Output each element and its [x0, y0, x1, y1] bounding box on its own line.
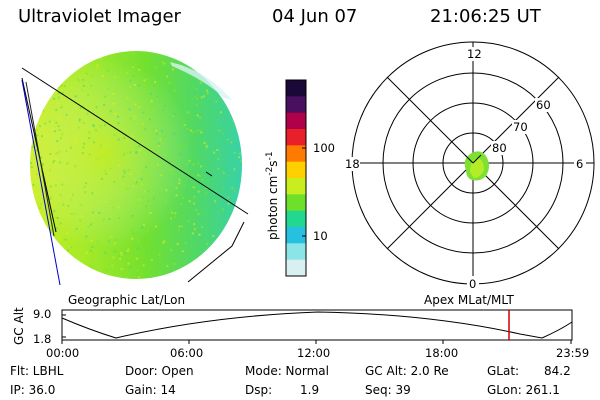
gain-info: Gain: 14: [125, 383, 176, 397]
limb-line: [21, 67, 249, 215]
time-tick-0000: 00:00: [46, 346, 79, 360]
colorbar-cell: [286, 145, 306, 163]
observation-date: 04 Jun 07: [272, 6, 358, 27]
colorbar-cell: [286, 96, 306, 114]
glat-value: 84.2: [544, 364, 571, 378]
filter-info: Flt: LBHL: [10, 364, 64, 378]
timeline-plot: [61, 309, 573, 344]
lat-label-60: 60: [536, 98, 551, 112]
colorbar-cell: [286, 194, 306, 212]
boundary-line: [187, 221, 245, 283]
seq-info: Seq: 39: [365, 383, 411, 397]
timeline-left-title: Geographic Lat/Lon: [68, 293, 185, 307]
status-info-block: Flt: LBHL IP: 36.0 Door: Open Gain: 14 M…: [10, 364, 571, 397]
mlt-label-18: 18: [345, 157, 360, 171]
orbit-track-line: [21, 79, 61, 286]
time-tick-1200: 12:00: [297, 346, 330, 360]
small-feature-mark: [205, 171, 213, 177]
colorbar-cell: [286, 178, 306, 195]
polar-labels: 12 18 6 0 60 70 80: [344, 47, 586, 291]
lat-label-70: 70: [513, 120, 528, 134]
lat-label-80: 80: [492, 141, 507, 155]
glat-label: GLat:: [487, 364, 519, 378]
colorbar-unit-label: photon cm-2s-1: [265, 151, 280, 240]
glon-info: GLon: 261.1: [487, 383, 560, 397]
colorbar-cell: [286, 243, 306, 261]
mode-info: Mode: Normal: [245, 364, 329, 378]
colorbar-cell: [286, 259, 306, 277]
ip-info: IP: 36.0: [10, 383, 55, 397]
dsp-value: 1.9: [300, 383, 319, 397]
gc-alt-info: GC Alt: 2.0 Re: [365, 364, 449, 378]
timeline-right-title: Apex MLat/MLT: [424, 293, 514, 307]
timeline-axis-label: GC Alt: [12, 307, 26, 345]
color-scale-bar: [285, 79, 307, 277]
altitude-curve: [61, 311, 573, 339]
timeline-y-label-top: 9.0: [33, 307, 51, 321]
observation-time: 21:06:25 UT: [430, 6, 541, 27]
terminator-line-2: [25, 81, 55, 237]
colorbar-cell: [286, 227, 306, 244]
door-info: Door: Open: [125, 364, 194, 378]
image-overlay-lines: [21, 67, 249, 286]
instrument-title: Ultraviolet Imager: [18, 6, 181, 27]
mlt-label-12: 12: [467, 47, 482, 61]
timeline-y-label-bottom: 1.8: [33, 332, 51, 346]
colorbar-cell: [286, 210, 306, 228]
colorbar-cell: [286, 80, 306, 97]
time-tick-2359: 23:59: [556, 346, 589, 360]
time-tick-0600: 06:00: [170, 346, 203, 360]
colorbar-tick-10: 10: [313, 229, 328, 243]
dsp-label: Dsp:: [245, 383, 272, 397]
mlt-label-6: 6: [576, 157, 583, 171]
colorbar-cell: [286, 112, 306, 130]
colorbar-cell: [286, 161, 306, 179]
colorbar-tick-100: 100: [313, 141, 335, 155]
time-tick-1800: 18:00: [425, 346, 458, 360]
earth-disk-image: [30, 51, 242, 279]
colorbar-cell: [286, 129, 306, 146]
mlt-label-0: 0: [469, 277, 476, 291]
